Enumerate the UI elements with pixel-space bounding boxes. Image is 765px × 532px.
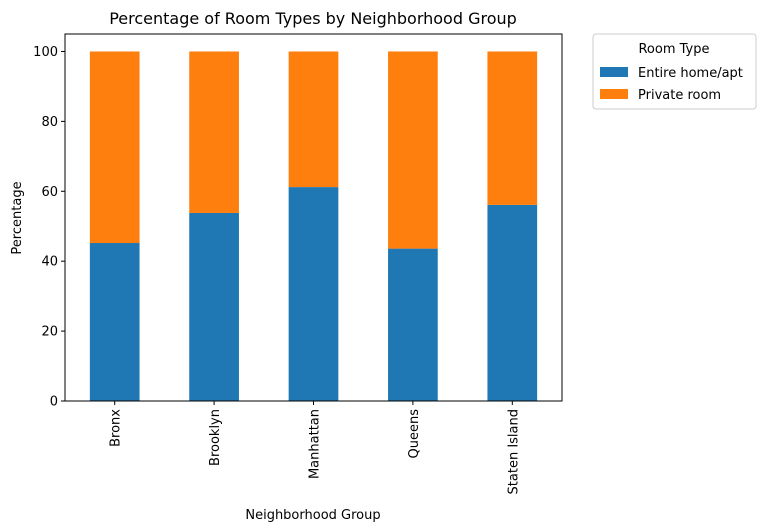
- bars-layer: [89, 51, 538, 401]
- y-tick-label: 20: [41, 325, 58, 340]
- y-tick-label: 0: [50, 395, 58, 410]
- bar-private-room-staten-island: [487, 51, 538, 205]
- legend-title: Room Type: [638, 42, 709, 57]
- x-axis-label: Neighborhood Group: [245, 508, 380, 523]
- legend-label: Private room: [638, 88, 721, 103]
- bar-entire-home-queens: [388, 248, 438, 401]
- bar-private-room-manhattan: [288, 51, 339, 188]
- x-tick-label: Brooklyn: [208, 409, 223, 466]
- bar-entire-home-brooklyn: [189, 212, 239, 401]
- bar-entire-home-manhattan: [288, 187, 339, 401]
- x-tick-label: Bronx: [109, 409, 124, 447]
- legend-swatch: [600, 67, 628, 77]
- y-axis-label: Percentage: [10, 181, 25, 254]
- x-tick-label: Staten Island: [506, 409, 521, 494]
- legend-label: Entire home/apt: [638, 66, 743, 81]
- bar-entire-home-staten-island: [487, 204, 538, 401]
- legend: Room Type Entire home/apt Private room: [592, 33, 757, 110]
- x-tick-label: Manhattan: [308, 409, 323, 479]
- y-tick-label: 40: [41, 255, 58, 270]
- bar-private-room-queens: [388, 51, 438, 249]
- y-tick-label: 80: [41, 115, 58, 130]
- x-axis: Bronx Brooklyn Manhattan Queens Staten Islan…: [109, 401, 521, 494]
- x-tick-label: Queens: [407, 409, 422, 459]
- y-axis: 0 20 40 60 80 100: [33, 45, 65, 410]
- bar-private-room-brooklyn: [189, 51, 239, 213]
- legend-frame: [592, 33, 757, 110]
- chart-title: Percentage of Room Types by Neighborhood…: [109, 9, 517, 28]
- y-tick-label: 60: [41, 185, 58, 200]
- legend-swatch: [600, 89, 628, 99]
- bar-private-room-bronx: [89, 51, 140, 244]
- legend-entries: Entire home/apt Private room: [600, 66, 743, 103]
- y-tick-label: 100: [33, 45, 58, 60]
- bar-entire-home-bronx: [89, 243, 140, 401]
